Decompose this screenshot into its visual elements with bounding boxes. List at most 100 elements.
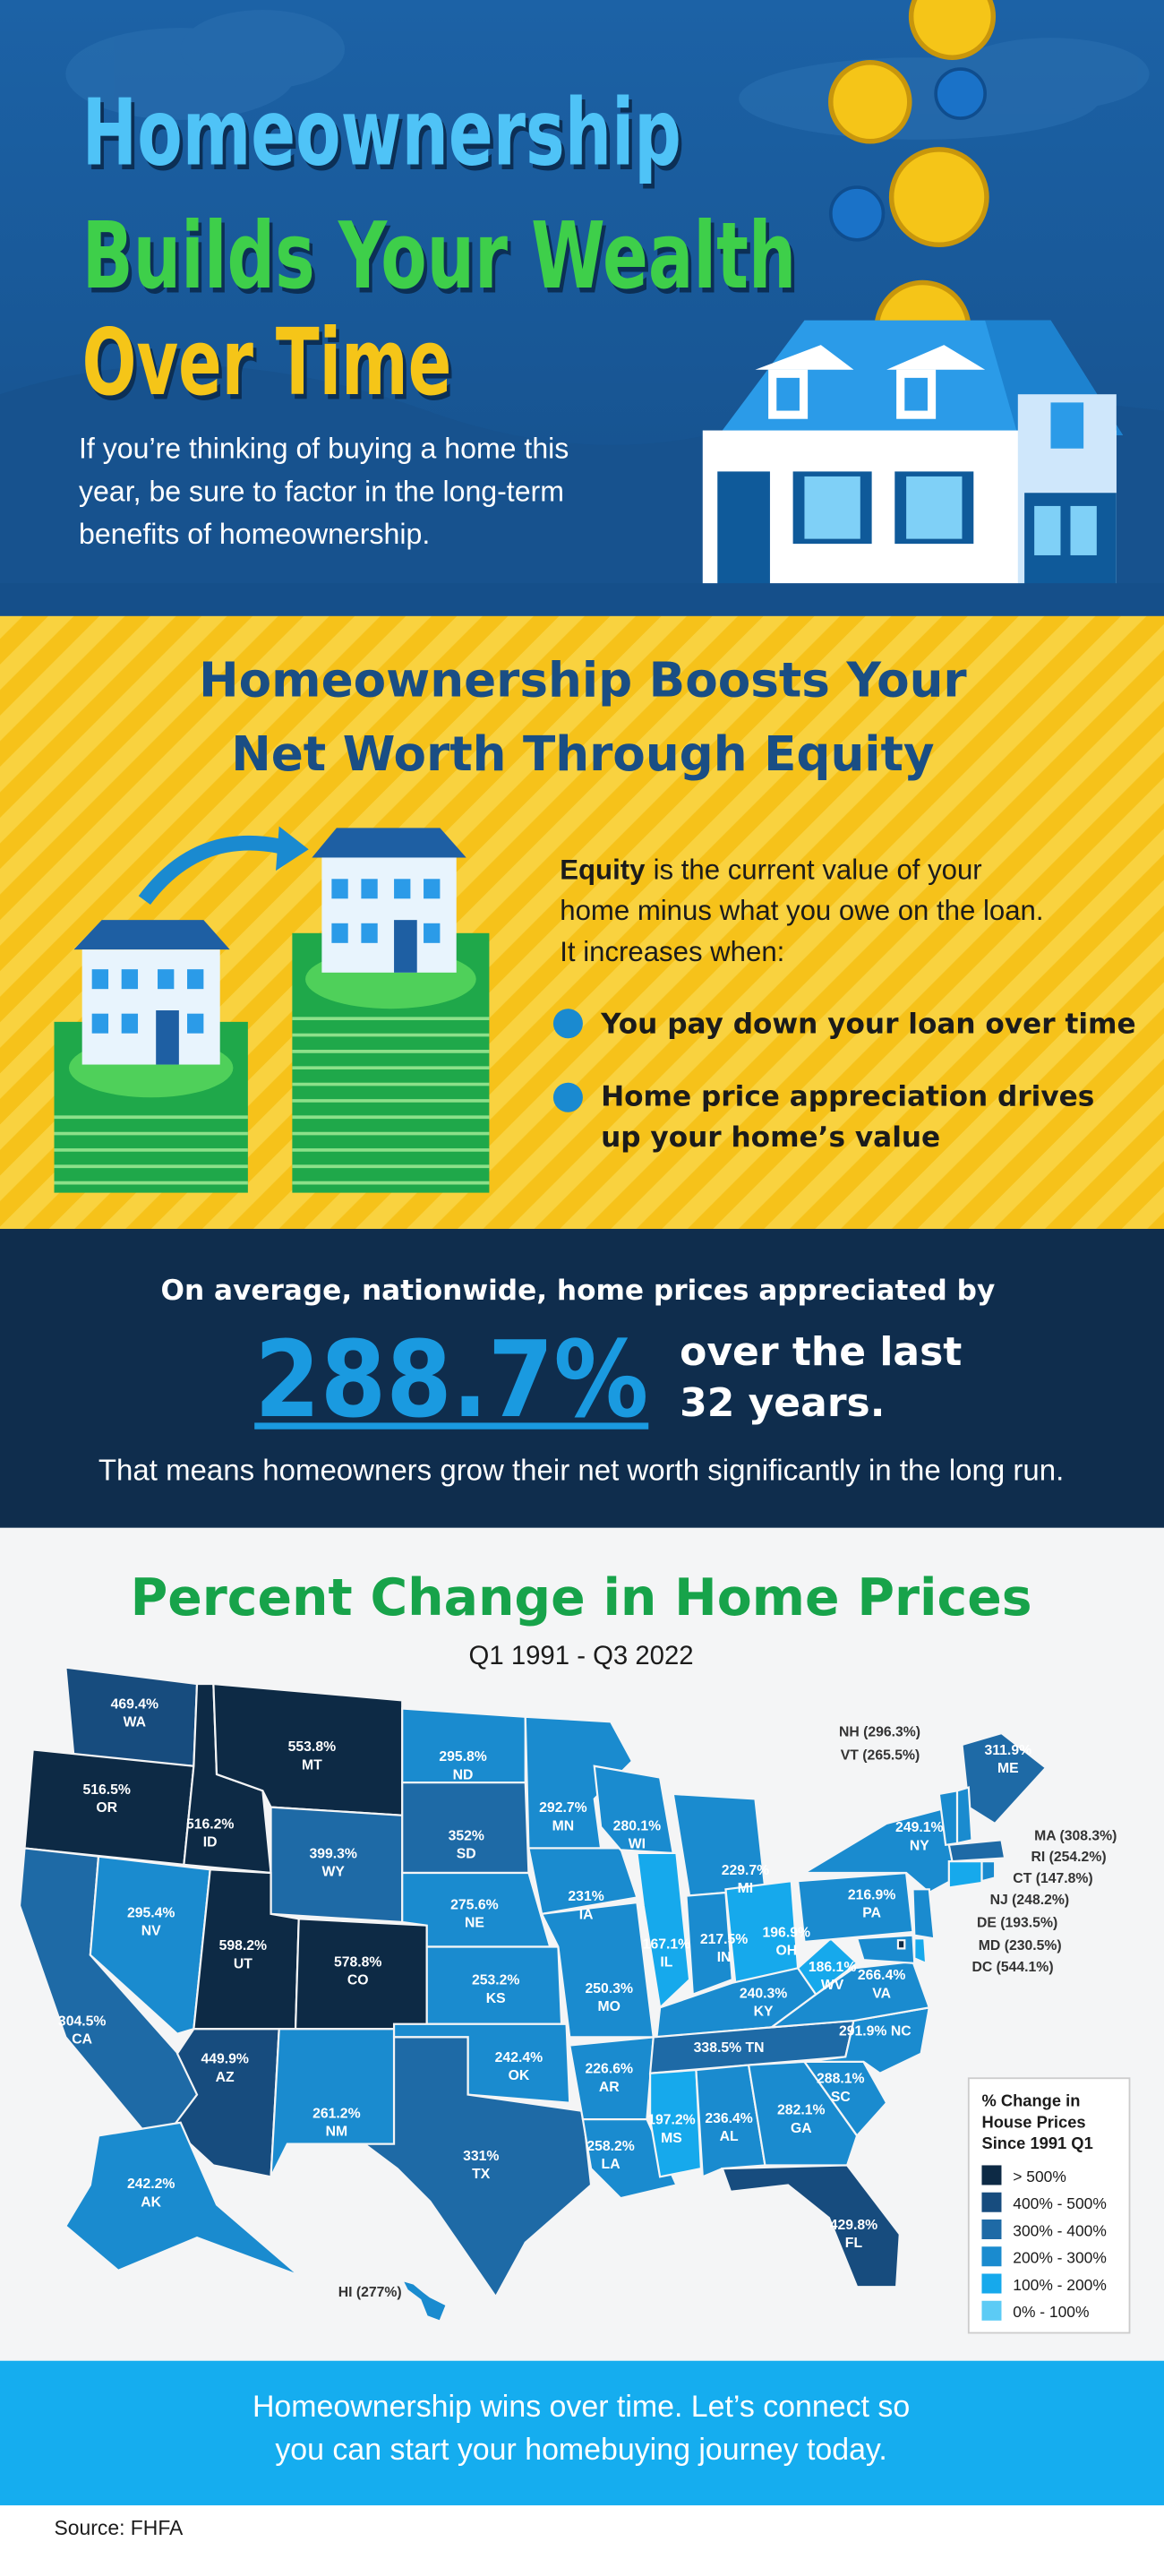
state-callout: VT (265.5%): [841, 1747, 920, 1763]
state-label: 258.2%: [586, 2139, 634, 2154]
equity-section-shape: [73, 920, 230, 950]
state-label: OR: [96, 1800, 117, 1816]
intro-text: benefits of homeownership.: [79, 518, 430, 550]
equity-section-shape-shape: [121, 1013, 139, 1034]
state: [593, 1765, 675, 1855]
header-section-shape-shape: [908, 0, 997, 60]
state-label: 516.2%: [186, 1816, 234, 1832]
state-label: 275.6%: [450, 1897, 498, 1912]
state-label: 598.2%: [219, 1938, 267, 1953]
header-section-shape: [906, 476, 963, 539]
stat-section-shape: [0, 1228, 1164, 1528]
state-label: 291.9% NC: [839, 2024, 912, 2039]
state-label: AK: [141, 2194, 161, 2210]
state-label: VA: [872, 1986, 891, 2001]
state-label: FL: [845, 2236, 863, 2251]
state-label: WA: [124, 1715, 146, 1730]
state-label: 216.9%: [848, 1887, 895, 1902]
state: [747, 2060, 859, 2167]
state-label: 236.4%: [705, 2111, 752, 2126]
legend-swatch: [981, 2165, 1002, 2185]
legend-title: Since 1991 Q1: [981, 2134, 1092, 2152]
equity-section-shape-shape: [331, 879, 348, 899]
state-label: ND: [453, 1767, 474, 1782]
stat-conclusion: That means homeowners grow their net wor…: [98, 1454, 1064, 1487]
state-label: 197.2%: [647, 2113, 695, 2128]
state-label: WI: [629, 1836, 646, 1851]
header-section-shape: [886, 345, 986, 370]
legend-label: 100% - 200%: [1013, 2276, 1106, 2294]
legend-swatch: [981, 2192, 1002, 2212]
state-label: SC: [831, 2090, 851, 2105]
state-callout: DC (544.1%): [971, 1960, 1053, 1975]
title-line: Over Time: [85, 315, 455, 422]
state-label: 231%: [568, 1889, 603, 1904]
state-callout: MA (308.3%): [1034, 1828, 1117, 1843]
stat-section: [0, 1228, 1164, 1528]
state: [980, 1860, 997, 1883]
intro-text: If you’re thinking of buying a home this: [79, 433, 569, 465]
state-callout: NH (296.3%): [839, 1725, 920, 1740]
equity-definition: home minus what you owe on the loan.: [560, 895, 1043, 926]
header-section-shape-shape: [828, 59, 912, 144]
state: [768, 1960, 931, 2029]
state-label: OK: [509, 2068, 530, 2083]
state-label: 249.1%: [895, 1820, 943, 1835]
legend-swatch: [981, 2273, 1002, 2294]
equity-section-shape-shape: [331, 923, 348, 943]
state-callout: NJ (248.2%): [990, 1893, 1070, 1908]
equity-section-shape: [156, 1010, 179, 1065]
state-label: 217.5%: [700, 1932, 748, 1947]
state-label: NY: [910, 1838, 929, 1853]
state: [361, 2036, 593, 2299]
header-section-shape: [804, 476, 860, 539]
footer-text: you can start your homebuying journey to…: [275, 2433, 886, 2467]
state-label: 578.8%: [334, 1955, 381, 1971]
state: [896, 1939, 906, 1950]
state-label: CO: [347, 1973, 369, 1988]
state: [955, 1786, 973, 1845]
state-label: 250.3%: [586, 1981, 633, 1996]
title-line: Builds Your Wealth: [85, 208, 800, 314]
legend-label: 200% - 300%: [1013, 2249, 1106, 2267]
state-label: WY: [322, 1865, 346, 1880]
state-label: IN: [717, 1950, 732, 1965]
state-label: NE: [465, 1915, 484, 1930]
header-section-shape: [0, 583, 1164, 616]
equity-section-shape: [394, 920, 417, 973]
header-section-shape-shape: [180, 10, 346, 90]
legend-label: 0% - 100%: [1013, 2303, 1089, 2321]
header-section-shape: [1050, 402, 1084, 449]
bullet-text: up your home’s value: [601, 1121, 940, 1154]
header-section-shape: [755, 345, 854, 370]
state-label: UT: [234, 1956, 252, 1971]
header-section-shape: [904, 377, 928, 411]
state-label: OH: [775, 1944, 797, 1959]
state: [913, 1937, 928, 1965]
state-label: PA: [862, 1905, 881, 1920]
equity-section-shape-shape: [187, 1013, 204, 1034]
state-label: 229.7%: [722, 1863, 769, 1878]
state-label: 295.8%: [439, 1749, 486, 1765]
state-label: 266.4%: [858, 1968, 905, 1983]
state-label: 280.1%: [613, 1818, 661, 1833]
state: [648, 2068, 703, 2178]
state-label: KY: [754, 2005, 774, 2020]
footer-text: Homeownership wins over time. Let’s conn…: [252, 2390, 910, 2424]
state-callout: CT (147.8%): [1013, 1871, 1092, 1886]
state-label: 352%: [449, 1828, 484, 1843]
equity-section-shape: [552, 1082, 583, 1112]
state-label: 331%: [463, 2149, 499, 2164]
header-section-shape-shape: [934, 67, 987, 120]
equity-section-shape-shape: [158, 969, 175, 990]
equity-section-shape-shape: [424, 923, 441, 943]
state-label: 399.3%: [309, 1846, 356, 1861]
state: [540, 1901, 655, 2039]
state-label: 311.9%: [985, 1743, 1032, 1758]
stat-note: over the last: [680, 1329, 962, 1375]
equity-section-shape: [552, 1009, 583, 1039]
state-label: 449.9%: [201, 2052, 248, 2067]
state-callout: MD (230.5%): [979, 1938, 1062, 1953]
